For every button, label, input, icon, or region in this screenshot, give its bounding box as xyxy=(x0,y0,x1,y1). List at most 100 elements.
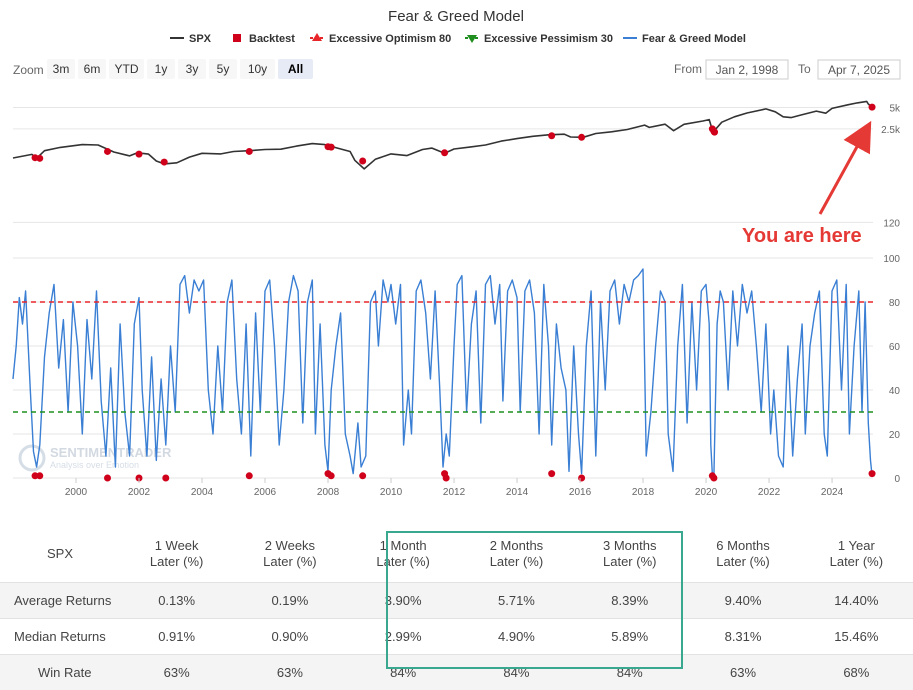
col-line2: Later (%) xyxy=(121,554,232,570)
col-line1: 1 Week xyxy=(121,538,232,554)
chart-title: Fear & Greed Model xyxy=(388,8,524,25)
x-tick-label: 2012 xyxy=(443,487,466,498)
backtest-point xyxy=(359,158,366,165)
table-cell: 63% xyxy=(233,655,346,690)
legend-item[interactable]: Backtest xyxy=(233,33,295,45)
backtest-point xyxy=(104,475,111,482)
col-line1: 3 Months xyxy=(574,538,685,554)
y-tick-label: 20 xyxy=(889,430,901,441)
zoom-button-3y[interactable]: 3y xyxy=(178,59,206,79)
x-tick-label: 2022 xyxy=(758,487,781,498)
zoom-button-ytd[interactable]: YTD xyxy=(109,59,144,79)
x-tick-label: 2000 xyxy=(65,487,88,498)
legend-label: Excessive Optimism 80 xyxy=(329,33,451,45)
backtest-point xyxy=(359,472,366,479)
table-cell: 84% xyxy=(460,655,573,690)
zoom-button-label: All xyxy=(288,62,303,76)
y-tick-label: 80 xyxy=(889,298,901,309)
legend-label: Fear & Greed Model xyxy=(642,33,746,45)
watermark: SENTIMENTRADER Analysis over Emotion xyxy=(20,445,172,470)
table-cell: 8.31% xyxy=(686,619,799,655)
backtest-point xyxy=(36,155,43,162)
legend-item[interactable]: Excessive Pessimism 30 xyxy=(465,33,613,45)
col-line1: 6 Months xyxy=(687,538,798,554)
backtest-point xyxy=(869,104,876,111)
backtest-point xyxy=(161,159,168,166)
backtest-point xyxy=(328,144,335,151)
backtest-point xyxy=(136,151,143,158)
col-line2: Later (%) xyxy=(687,554,798,570)
watermark-logo-icon xyxy=(20,446,44,470)
table-row: Win Rate 63% 63% 84% 84% 84% 63% 68% xyxy=(0,655,913,690)
spx-series xyxy=(13,101,872,168)
zoom-button-label: 3y xyxy=(186,62,199,76)
x-tick-label: 2018 xyxy=(632,487,655,498)
table-cell: 0.90% xyxy=(233,619,346,655)
col-line1: 2 Weeks xyxy=(234,538,345,554)
col-line2: Later (%) xyxy=(348,554,459,570)
annotation-arrow xyxy=(820,134,864,214)
zoom-button-label: YTD xyxy=(115,62,139,76)
x-tick-label: 2014 xyxy=(506,487,529,498)
x-tick-label: 2016 xyxy=(569,487,592,498)
legend-item[interactable]: SPX xyxy=(170,33,212,45)
x-tick-label: 2024 xyxy=(821,487,844,498)
table-cell: 3.90% xyxy=(347,583,460,619)
watermark-name: SENTIMENTRADER xyxy=(50,445,172,460)
x-tick-label: 2010 xyxy=(380,487,403,498)
x-tick-label: 2006 xyxy=(254,487,277,498)
x-tick-label: 2004 xyxy=(191,487,214,498)
backtest-point xyxy=(548,132,555,139)
zoom-button-all[interactable]: All xyxy=(278,59,313,79)
table-row: Median Returns 0.91% 0.90% 2.99% 4.90% 5… xyxy=(0,619,913,655)
annotation-text: You are here xyxy=(742,225,862,247)
zoom-button-10y[interactable]: 10y xyxy=(240,59,275,79)
table-cell: 5.89% xyxy=(573,619,686,655)
zoom-button-3m[interactable]: 3m xyxy=(47,59,75,79)
row-label: Average Returns xyxy=(0,583,120,619)
backtest-point xyxy=(443,475,450,482)
legend-item[interactable]: Excessive Optimism 80 xyxy=(310,33,451,45)
backtest-point xyxy=(104,148,111,155)
zoom-button-label: 1y xyxy=(155,62,168,76)
col-line2: Later (%) xyxy=(234,554,345,570)
zoom-button-6m[interactable]: 6m xyxy=(78,59,106,79)
backtest-point xyxy=(328,472,335,479)
table-cell: 4.90% xyxy=(460,619,573,655)
zoom-label: Zoom xyxy=(13,63,44,77)
y-tick-label: 5k xyxy=(889,103,901,114)
y-tick-label: 100 xyxy=(883,254,900,265)
col-line2: Later (%) xyxy=(574,554,685,570)
table-cell: 5.71% xyxy=(460,583,573,619)
backtest-point xyxy=(578,475,585,482)
from-date-value[interactable]: Jan 2, 1998 xyxy=(716,63,779,77)
y-tick-label: 60 xyxy=(889,342,901,353)
from-label: From xyxy=(674,62,702,76)
table-cell: 8.39% xyxy=(573,583,686,619)
watermark-tagline: Analysis over Emotion xyxy=(50,460,139,470)
to-label: To xyxy=(798,62,811,76)
to-date-value[interactable]: Apr 7, 2025 xyxy=(828,63,890,77)
table-cell: 15.46% xyxy=(800,619,913,655)
spx-line xyxy=(13,101,872,168)
legend-item[interactable]: Fear & Greed Model xyxy=(623,33,746,45)
backtest-point xyxy=(162,475,169,482)
col-line2: Later (%) xyxy=(801,554,912,570)
table-cell: 63% xyxy=(686,655,799,690)
table-cell: 0.13% xyxy=(120,583,233,619)
zoom-button-5y[interactable]: 5y xyxy=(209,59,237,79)
col-line1: 1 Year xyxy=(801,538,912,554)
x-tick-label: 2008 xyxy=(317,487,340,498)
backtest-point xyxy=(869,470,876,477)
y-tick-label: 2.5k xyxy=(881,125,901,136)
zoom-button-1y[interactable]: 1y xyxy=(147,59,175,79)
backtest-point xyxy=(711,129,718,136)
